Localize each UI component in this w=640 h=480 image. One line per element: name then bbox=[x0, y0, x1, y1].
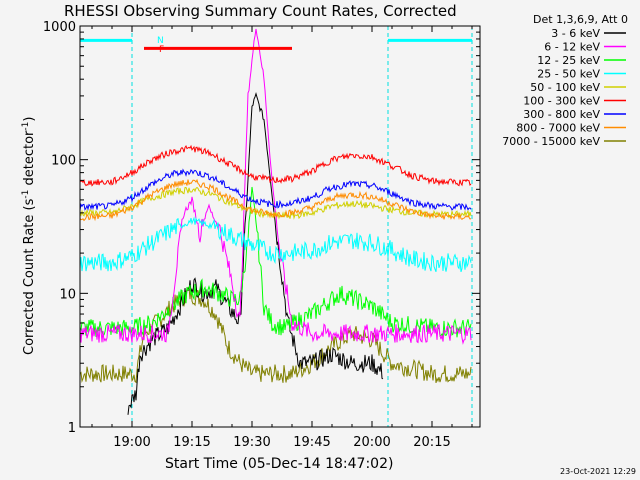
legend-label-2: 12 - 25 keV bbox=[537, 54, 600, 67]
legend-label-5: 100 - 300 keV bbox=[523, 95, 600, 108]
legend-label-8: 7000 - 15000 keV bbox=[502, 135, 600, 148]
flag-label-2: F bbox=[159, 45, 164, 55]
legend-label-6: 300 - 800 keV bbox=[523, 108, 600, 121]
legend-label-7: 800 - 7000 keV bbox=[516, 122, 600, 135]
y-axis-label-sup2: -1 bbox=[21, 122, 31, 131]
series-line-0-0 bbox=[127, 91, 384, 415]
plot-area: NF bbox=[79, 26, 473, 427]
legend-label-0: 3 - 6 keV bbox=[551, 27, 600, 40]
axes-frame bbox=[79, 25, 481, 428]
x-tick-label-3: 19:45 bbox=[293, 435, 330, 450]
y-axis-label-main: Corrected Count Rate (s bbox=[22, 198, 37, 355]
legend-label-3: 25 - 50 keV bbox=[537, 68, 600, 81]
x-tick-label-4: 20:00 bbox=[353, 435, 390, 450]
x-tick-label-5: 20:15 bbox=[413, 435, 450, 450]
y-tick-label-0: 1 bbox=[68, 421, 76, 436]
flag-label-0: N bbox=[157, 36, 164, 46]
y-axis-label: Corrected Count Rate (s-1 detector-1) bbox=[21, 117, 37, 355]
x-tick-label-1: 19:15 bbox=[173, 435, 210, 450]
series-line-2-0 bbox=[80, 186, 472, 338]
x-axis-label: Start Time (05-Dec-14 18:47:02) bbox=[165, 456, 393, 472]
series-line-6-0 bbox=[80, 168, 472, 211]
legend-label-1: 6 - 12 keV bbox=[544, 41, 600, 54]
y-axis-label-end: ) bbox=[22, 117, 37, 122]
legend-header: Det 1,3,6,9, Att 0 bbox=[533, 13, 628, 26]
chart-title: RHESSI Observing Summary Count Rates, Co… bbox=[64, 2, 457, 20]
y-axis-label-mid: detector bbox=[22, 130, 37, 190]
legend-label-4: 50 - 100 keV bbox=[530, 81, 600, 94]
x-tick-label-2: 19:30 bbox=[233, 435, 270, 450]
series-line-1-0 bbox=[80, 28, 472, 345]
series-line-5-0 bbox=[80, 144, 472, 187]
y-tick-label-2: 100 bbox=[51, 154, 76, 169]
series-line-7-0 bbox=[80, 178, 472, 222]
y-tick-label-1: 10 bbox=[59, 287, 76, 302]
y-axis-label-sup1: -1 bbox=[21, 190, 31, 199]
series-line-3-0 bbox=[80, 216, 472, 273]
timestamp: 23-Oct-2021 12:29 bbox=[560, 467, 636, 476]
y-tick-label-3: 1000 bbox=[43, 20, 76, 35]
x-tick-label-0: 19:00 bbox=[113, 435, 150, 450]
axis-ticks: 19:00 19:15 19:30 19:45 20:00 20:15 1 10 100 1000 bbox=[43, 20, 480, 450]
series-group bbox=[80, 28, 472, 415]
